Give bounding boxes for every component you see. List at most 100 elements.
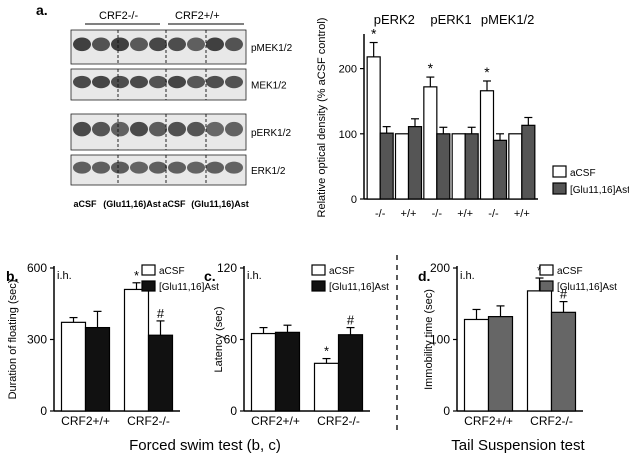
chart-a-category-label: -/- [375, 208, 386, 220]
chart-d-bar-acsf-0 [463, 318, 490, 412]
blot-pmek1-2-band [73, 37, 91, 52]
blot-pmek1-2-band [149, 37, 167, 52]
chart-a-legend-label-glu11-16-ast: [Glu11,16]Ast [570, 185, 629, 196]
blot-label-mek1-2: MEK1/2 [251, 81, 287, 92]
chart-c-ytick-label: 0 [230, 404, 237, 418]
chart-c-bar-acsf-0 [250, 332, 277, 412]
chart-a-bar-acsf-3 [451, 133, 466, 200]
chart-c-category-label: CRF2+/+ [251, 414, 300, 428]
chart-b-category-label: CRF2+/+ [61, 414, 110, 428]
panel-label-a: a. [36, 2, 48, 18]
panel-label-d: d. [418, 268, 430, 284]
chart-b-ytick-label: 300 [27, 333, 47, 347]
blot-mek1-2-band [187, 75, 205, 89]
chart-d-legend-label-acsf: aCSF [557, 266, 583, 277]
chart-c-ytick-label: 120 [217, 261, 237, 275]
chart-a-bar-acsf-0 [366, 56, 381, 200]
blot-mek1-2-band [168, 75, 186, 89]
panel-label-b: b. [6, 268, 18, 284]
blot-label-perk1-2: pERK1/2 [251, 128, 291, 139]
chart-d-ylabel: Immobility time (sec) [423, 289, 435, 390]
chart-c-bar-glu11-16-ast-0 [274, 331, 301, 412]
blot-perk1-2-band [73, 121, 91, 137]
blot-pmek1-2-band [130, 37, 148, 52]
chart-a-group-label-perk2: pERK2 [374, 12, 415, 27]
chart-a-ytick-label: 0 [351, 194, 357, 206]
blot-perk1-2-band [168, 121, 186, 137]
chart-a-annotation: * [371, 26, 377, 42]
chart-b-note: i.h. [57, 270, 72, 282]
chart-c-legend-label-glu11-16-ast: [Glu11,16]Ast [329, 282, 389, 293]
blot-mek1-2-band [206, 75, 224, 89]
chart-b-bar-acsf-1 [123, 288, 150, 412]
chart-a-bar-glu11-16-ast-3 [464, 133, 479, 200]
chart-a-group-label-pmek1-2: pMEK1/2 [481, 12, 534, 27]
blot-pmek1-2-band [187, 37, 205, 52]
lane-label-acsf: aCSF [73, 199, 97, 209]
chart-d-bar-glu11-16-ast-0 [487, 316, 514, 412]
blot-mek1-2-band [73, 75, 91, 89]
chart-a-bar-glu11-16-ast-1 [407, 126, 423, 200]
chart-d-category-label: CRF2-/- [530, 414, 573, 428]
chart-c-annotation: * [324, 344, 329, 359]
blot-perk1-2-band [92, 121, 110, 137]
blot-perk1-2-band [149, 121, 167, 137]
chart-a-category-label: +/+ [401, 208, 417, 220]
footer-tail-test: Tail Suspension test [451, 437, 585, 454]
blot-erk1-2-band [130, 161, 148, 174]
chart-a-bar-glu11-16-ast-5 [521, 124, 536, 200]
chart-a-ytick-label: 100 [339, 129, 357, 141]
chart-d-annotation: # [560, 287, 568, 302]
chart-b-ytick-label: 600 [27, 261, 47, 275]
lane-label-acsf: aCSF [162, 199, 186, 209]
blot-perk1-2-band [130, 121, 148, 137]
chart-d-bar-acsf-1 [526, 290, 553, 412]
chart-a-bar-glu11-16-ast-0 [379, 132, 394, 200]
chart-a-ytick-label: 200 [339, 64, 357, 76]
chart-d-note: i.h. [460, 270, 475, 282]
blot-pmek1-2-band [111, 37, 129, 52]
group-label-left: CRF2-/- [99, 10, 138, 22]
chart-a-bar-acsf-1 [394, 133, 410, 200]
chart-c-category-label: CRF2-/- [317, 414, 360, 428]
chart-a-legend-label-acsf: aCSF [570, 168, 596, 179]
chart-a-legend-swatch-acsf [552, 165, 567, 178]
chart-d-ytick-label: 100 [430, 333, 450, 347]
blot-pmek1-2-band [92, 37, 110, 52]
chart-c-legend-swatch-glu11-16-ast [311, 280, 326, 292]
chart-b-annotation: # [157, 306, 165, 321]
blot-perk1-2-band [206, 121, 224, 137]
chart-a-bar-acsf-4 [479, 90, 495, 200]
chart-a-legend-swatch-glu11-16-ast [552, 182, 567, 195]
chart-c-legend-label-acsf: aCSF [329, 266, 355, 277]
chart-a-category-label: +/+ [514, 208, 530, 220]
chart-c-legend-swatch-acsf [311, 264, 326, 276]
blot-erk1-2-band [168, 161, 186, 174]
chart-c-ylabel: Latency (sec) [213, 306, 225, 372]
blot-perk1-2-band [111, 121, 129, 137]
chart-d-bar-glu11-16-ast-1 [550, 311, 577, 412]
chart-a-category-label: -/- [432, 208, 443, 220]
group-label-right: CRF2+/+ [175, 10, 220, 22]
chart-d-category-label: CRF2+/+ [464, 414, 513, 428]
chart-b-ylabel: Duration of floating (sec) [7, 280, 19, 400]
blot-mek1-2-band [149, 75, 167, 89]
blot-mek1-2-band [130, 75, 148, 89]
blot-erk1-2-band [111, 161, 129, 174]
blot-label-pmek1-2: pMEK1/2 [251, 43, 293, 54]
blot-erk1-2-band [225, 161, 243, 174]
chart-b-category-label: CRF2-/- [127, 414, 170, 428]
chart-a-bar-glu11-16-ast-2 [436, 133, 451, 200]
chart-d-legend-swatch-glu11-16-ast [539, 280, 554, 292]
blot-label-erk1-2: ERK1/2 [251, 166, 286, 177]
chart-c-note: i.h. [247, 270, 262, 282]
chart-b-bar-glu11-16-ast-1 [147, 334, 174, 412]
chart-b-legend-label-glu11-16-ast: [Glu11,16]Ast [159, 282, 219, 293]
chart-c-bar-acsf-1 [313, 362, 340, 412]
blot-mek1-2-band [92, 75, 110, 89]
chart-a-bar-acsf-2 [423, 86, 438, 200]
chart-c-bar-glu11-16-ast-1 [337, 334, 364, 412]
chart-c-annotation: # [347, 313, 355, 328]
chart-b-bar-glu11-16-ast-0 [84, 326, 111, 412]
